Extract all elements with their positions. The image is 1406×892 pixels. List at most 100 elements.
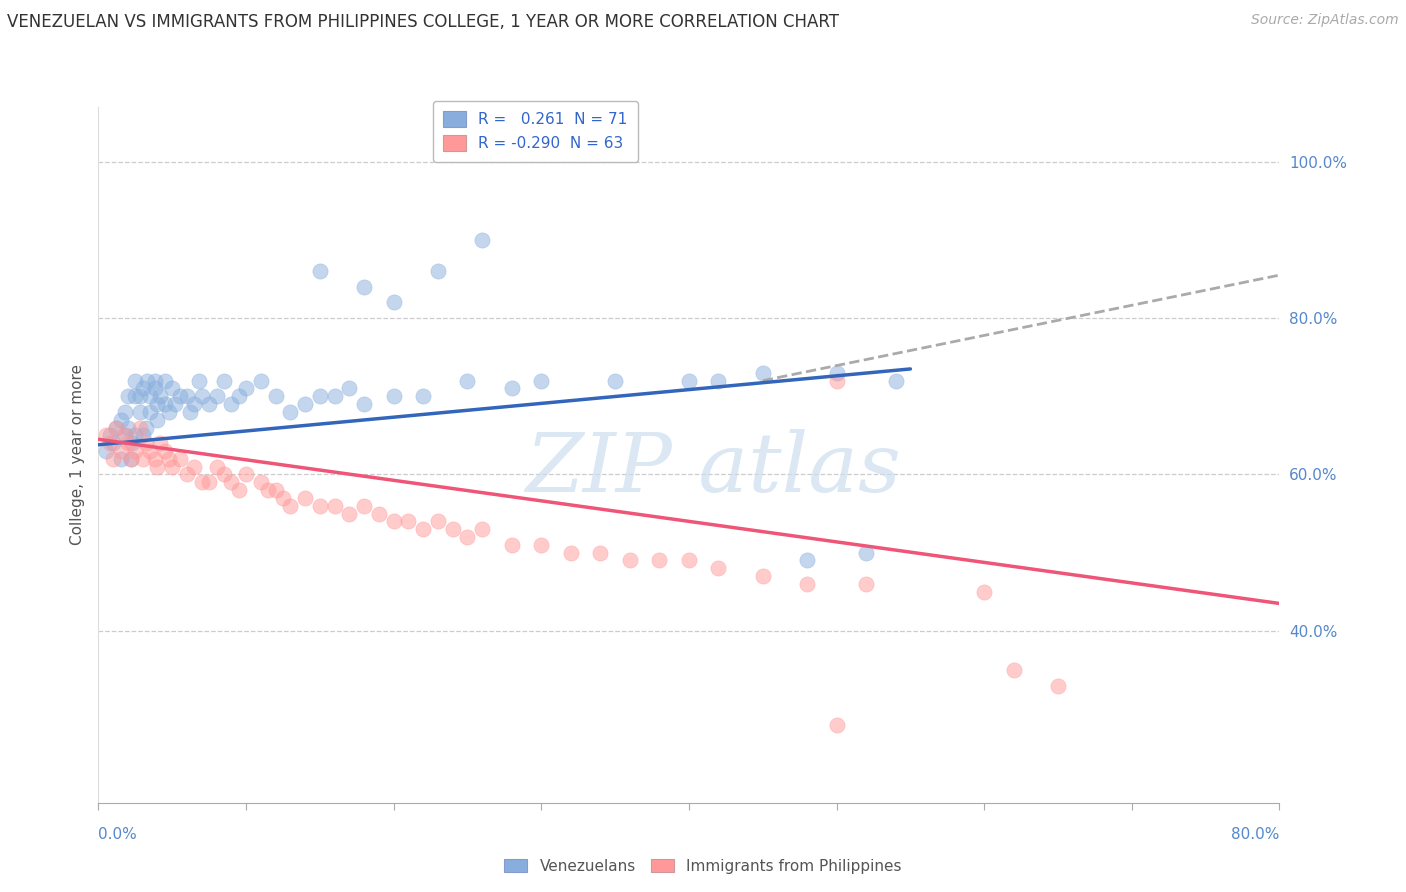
Point xyxy=(103,436,125,450)
Point xyxy=(353,397,375,411)
Point xyxy=(120,451,142,466)
Point xyxy=(1002,663,1025,677)
Point xyxy=(198,475,221,490)
Point xyxy=(412,389,434,403)
Point xyxy=(1046,679,1069,693)
Point xyxy=(796,553,818,567)
Point xyxy=(98,436,121,450)
Point xyxy=(648,553,671,567)
Point xyxy=(825,366,848,380)
Point xyxy=(153,397,176,411)
Point xyxy=(228,483,250,497)
Point xyxy=(169,389,191,403)
Point xyxy=(323,499,346,513)
Point xyxy=(382,389,405,403)
Point xyxy=(353,499,375,513)
Point xyxy=(198,397,221,411)
Point xyxy=(250,475,273,490)
Point xyxy=(264,389,287,403)
Point xyxy=(183,397,205,411)
Point xyxy=(323,389,346,403)
Point xyxy=(235,382,257,396)
Point xyxy=(855,546,877,560)
Point xyxy=(117,420,139,434)
Point xyxy=(124,374,146,388)
Point xyxy=(294,491,316,505)
Point xyxy=(678,553,700,567)
Point xyxy=(128,389,150,403)
Point xyxy=(825,717,848,731)
Point xyxy=(132,451,155,466)
Point xyxy=(157,451,180,466)
Point xyxy=(427,264,450,278)
Point xyxy=(143,451,166,466)
Point xyxy=(135,420,157,434)
Point xyxy=(157,405,180,419)
Point xyxy=(212,467,235,482)
Point xyxy=(353,280,375,294)
Point xyxy=(825,374,848,388)
Point xyxy=(110,451,132,466)
Point xyxy=(278,499,302,513)
Point xyxy=(143,374,166,388)
Point xyxy=(396,514,419,528)
Point xyxy=(707,561,730,575)
Point xyxy=(124,389,146,403)
Point xyxy=(501,382,523,396)
Point xyxy=(187,374,209,388)
Point xyxy=(117,389,139,403)
Point xyxy=(382,295,405,310)
Point xyxy=(176,467,198,482)
Point xyxy=(973,584,995,599)
Point xyxy=(382,514,405,528)
Text: 0.0%: 0.0% xyxy=(98,827,138,841)
Point xyxy=(309,499,332,513)
Point xyxy=(212,374,235,388)
Legend: Venezuelans, Immigrants from Philippines: Venezuelans, Immigrants from Philippines xyxy=(498,853,908,880)
Point xyxy=(257,483,280,497)
Point xyxy=(707,374,730,388)
Point xyxy=(191,475,214,490)
Point xyxy=(183,459,205,474)
Point xyxy=(605,374,627,388)
Point xyxy=(191,389,214,403)
Point xyxy=(153,374,176,388)
Point xyxy=(368,507,391,521)
Point xyxy=(427,514,450,528)
Text: VENEZUELAN VS IMMIGRANTS FROM PHILIPPINES COLLEGE, 1 YEAR OR MORE CORRELATION CH: VENEZUELAN VS IMMIGRANTS FROM PHILIPPINE… xyxy=(7,13,839,31)
Point xyxy=(143,382,166,396)
Point xyxy=(678,374,700,388)
Point xyxy=(128,405,150,419)
Point xyxy=(94,444,117,458)
Point xyxy=(165,397,187,411)
Point xyxy=(149,389,172,403)
Point xyxy=(132,382,155,396)
Point xyxy=(121,436,143,450)
Point xyxy=(205,389,228,403)
Point xyxy=(135,436,157,450)
Point xyxy=(169,451,191,466)
Point xyxy=(105,420,128,434)
Point xyxy=(120,451,142,466)
Point xyxy=(205,459,228,474)
Point xyxy=(110,413,132,427)
Point xyxy=(250,374,273,388)
Point xyxy=(456,374,478,388)
Point xyxy=(124,428,146,442)
Text: 80.0%: 80.0% xyxy=(1232,827,1279,841)
Point xyxy=(228,389,250,403)
Point xyxy=(146,413,169,427)
Point xyxy=(117,436,139,450)
Y-axis label: College, 1 year or more: College, 1 year or more xyxy=(69,365,84,545)
Point xyxy=(751,366,773,380)
Point xyxy=(309,389,332,403)
Point xyxy=(589,546,612,560)
Point xyxy=(114,428,136,442)
Point xyxy=(796,577,818,591)
Point xyxy=(98,428,121,442)
Point xyxy=(153,444,176,458)
Point xyxy=(139,405,162,419)
Point xyxy=(219,397,242,411)
Point xyxy=(619,553,641,567)
Point xyxy=(176,389,198,403)
